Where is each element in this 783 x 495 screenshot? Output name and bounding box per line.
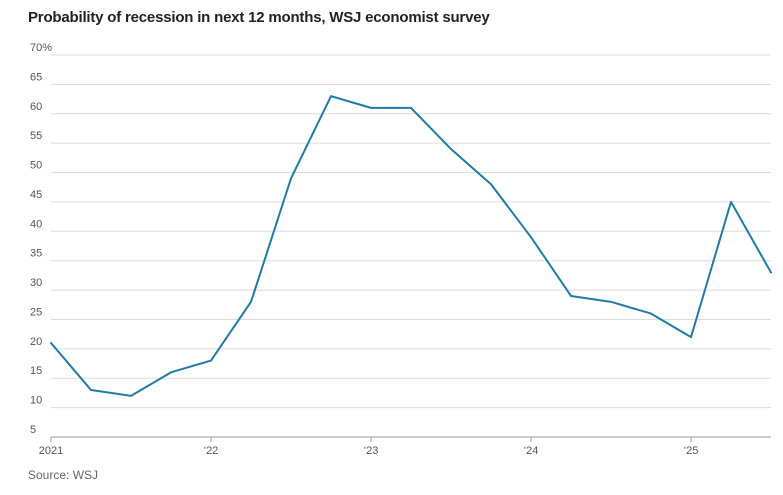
grid-lines xyxy=(51,54,771,409)
x-axis-labels: 2021 ’22 ’23 ’24 ’25 xyxy=(39,445,699,457)
y-tick-label-10: 10 xyxy=(30,395,42,407)
chart-title: Probability of recession in next 12 mont… xyxy=(28,9,490,26)
y-axis-labels: 70% 65 60 55 50 45 40 35 30 25 20 15 10 5 xyxy=(30,42,52,436)
y-tick-label-20: 20 xyxy=(30,336,42,348)
y-tick-label-30: 30 xyxy=(30,277,42,289)
y-tick-label-60: 60 xyxy=(30,101,42,113)
x-tick-label-2023: ’23 xyxy=(364,445,379,457)
y-tick-label-70: 70% xyxy=(30,42,52,54)
y-tick-label-55: 55 xyxy=(30,130,42,142)
y-tick-label-15: 15 xyxy=(30,365,42,377)
source-note: Source: WSJ xyxy=(28,468,99,482)
x-tick-label-2021: 2021 xyxy=(39,445,63,457)
y-tick-label-45: 45 xyxy=(30,189,42,201)
series-layer xyxy=(50,95,772,397)
series-line-0 xyxy=(50,95,772,397)
y-tick-label-50: 50 xyxy=(30,160,42,172)
x-tick-label-2025: ’25 xyxy=(684,445,699,457)
x-tick-label-2024: ’24 xyxy=(524,445,539,457)
y-tick-label-25: 25 xyxy=(30,306,42,318)
y-tick-label-65: 65 xyxy=(30,71,42,83)
y-tick-label-35: 35 xyxy=(30,248,42,260)
y-tick-label-40: 40 xyxy=(30,218,42,230)
x-tick-label-2022: ’22 xyxy=(204,445,219,457)
x-axis xyxy=(50,436,771,442)
y-tick-label-5: 5 xyxy=(30,424,36,436)
